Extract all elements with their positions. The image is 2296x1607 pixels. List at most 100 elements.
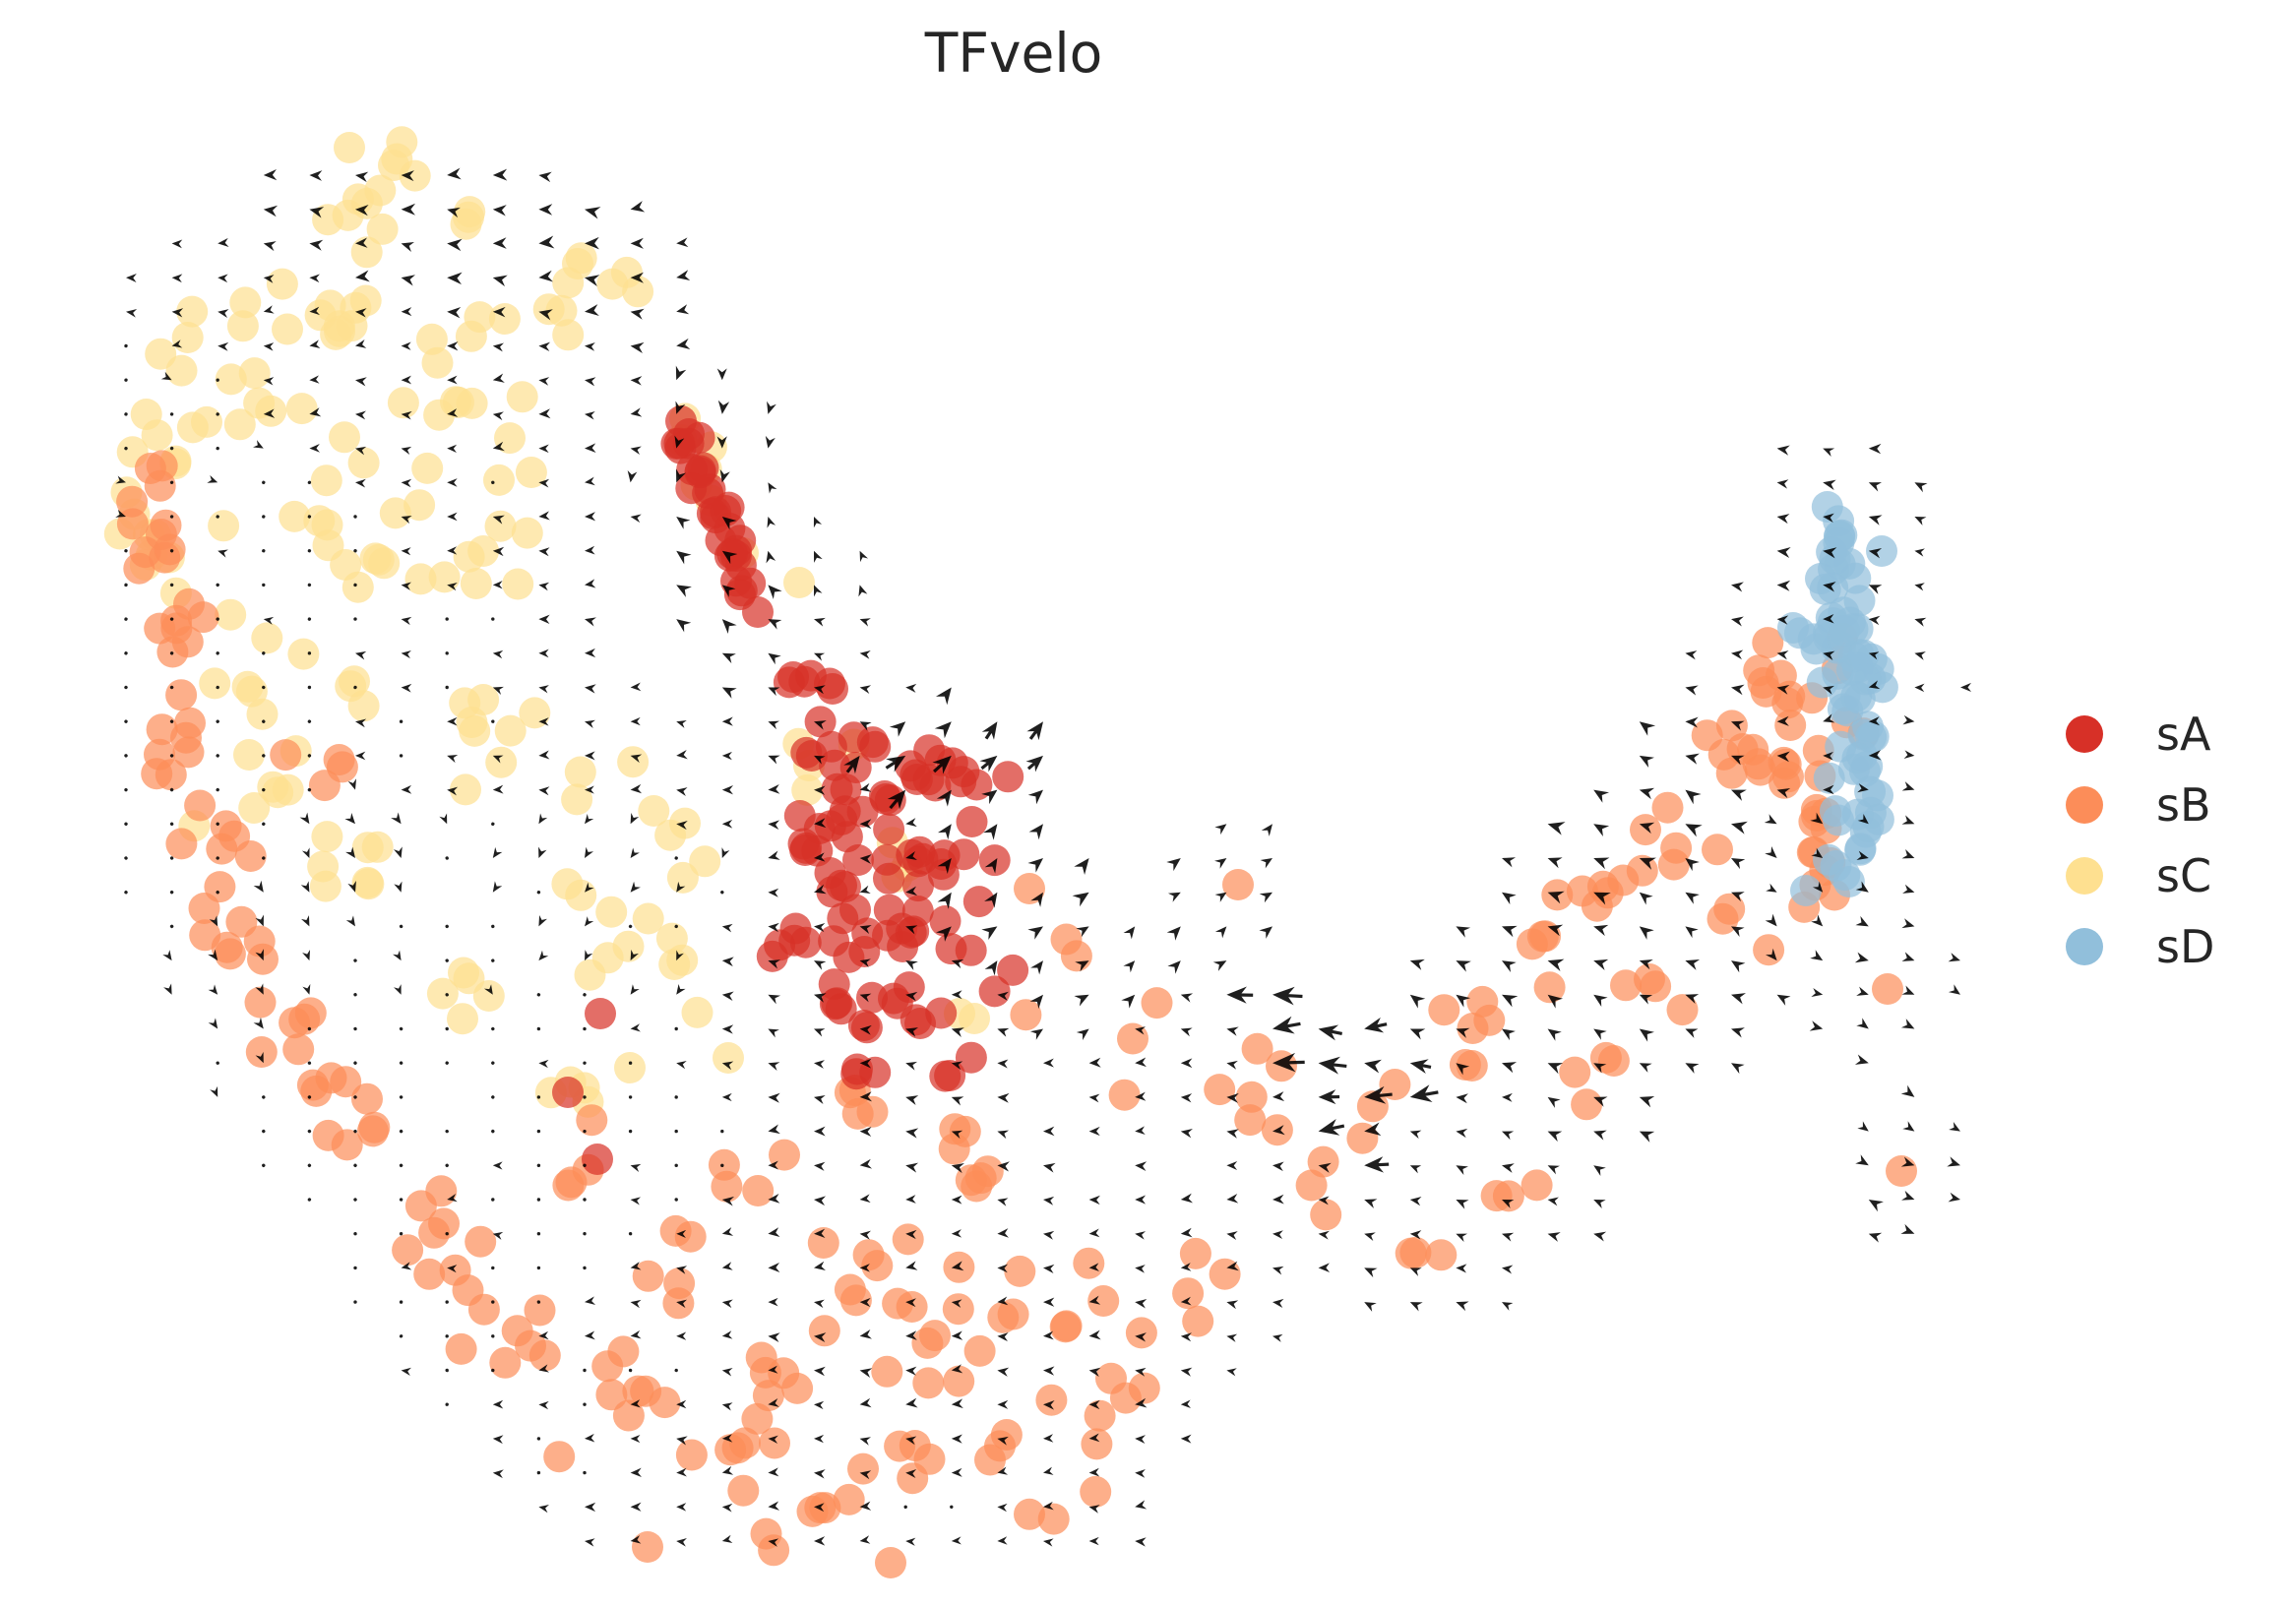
velocity-arrow — [1639, 1028, 1654, 1042]
scatter-point — [309, 870, 341, 902]
velocity-arrow — [1409, 1130, 1422, 1140]
velocity-arrow — [585, 684, 596, 694]
velocity-arrow — [583, 1231, 587, 1236]
velocity-arrow — [216, 822, 219, 826]
velocity-arrow — [1639, 721, 1656, 736]
velocity-arrow — [1902, 884, 1915, 894]
scatter-point — [808, 1315, 840, 1347]
velocity-arrow — [1731, 960, 1746, 973]
velocity-arrow — [905, 1195, 916, 1204]
velocity-arrow — [768, 1227, 780, 1237]
velocity-arrow — [905, 818, 917, 828]
scatter-point — [892, 1223, 924, 1256]
velocity-arrow — [169, 685, 174, 690]
velocity-arrow — [1856, 1018, 1869, 1029]
scatter-point — [1660, 832, 1693, 864]
scatter-point — [576, 1104, 608, 1137]
scatter-point — [649, 1387, 681, 1419]
scatter-point — [243, 387, 276, 419]
velocity-arrow — [445, 1163, 449, 1168]
velocity-arrow — [768, 585, 782, 599]
velocity-arrow — [401, 582, 411, 590]
velocity-arrow — [676, 338, 691, 349]
velocity-arrow — [253, 880, 264, 893]
velocity-arrow — [309, 207, 325, 218]
velocity-arrow — [1043, 1264, 1055, 1274]
velocity-arrow — [585, 846, 594, 858]
velocity-arrow — [1948, 984, 1960, 995]
velocity-arrow — [1914, 517, 1927, 525]
velocity-arrow — [981, 721, 998, 740]
velocity-arrow — [720, 1163, 724, 1168]
velocity-arrow — [585, 648, 596, 658]
velocity-arrow — [887, 789, 906, 810]
velocity-arrow — [1776, 787, 1791, 799]
velocity-arrow — [676, 1467, 687, 1477]
scatter-point — [1640, 970, 1672, 1003]
scatter-point — [368, 547, 401, 580]
velocity-arrow — [721, 1434, 733, 1443]
velocity-arrow — [262, 651, 266, 655]
velocity-arrow — [1088, 1057, 1101, 1068]
velocity-arrow — [997, 1198, 1009, 1206]
velocity-arrow — [1364, 1059, 1382, 1074]
velocity-arrow — [585, 341, 595, 351]
velocity-arrow — [676, 787, 688, 796]
velocity-arrow — [1823, 479, 1836, 491]
velocity-arrow — [1135, 1265, 1146, 1273]
velocity-arrow — [1502, 857, 1517, 868]
velocity-arrow — [1960, 682, 1972, 693]
scatter-point — [875, 1547, 906, 1578]
scatter-point — [1050, 1310, 1083, 1342]
velocity-arrow — [538, 717, 549, 726]
velocity-arrow — [1123, 960, 1136, 973]
velocity-arrow — [447, 582, 458, 591]
velocity-arrow — [630, 341, 645, 353]
scatter-point — [1844, 833, 1877, 865]
velocity-arrow — [1823, 650, 1835, 660]
scatter-point — [861, 1250, 894, 1282]
velocity-arrow — [445, 617, 449, 621]
scatter-point — [336, 310, 368, 342]
velocity-arrow — [1547, 1165, 1560, 1175]
velocity-arrow — [447, 546, 458, 555]
scatter-point — [591, 1350, 624, 1383]
velocity-arrow — [630, 1023, 641, 1032]
velocity-arrow — [1593, 1028, 1607, 1040]
scatter-point — [453, 201, 484, 233]
velocity-arrow — [1456, 1233, 1468, 1242]
scatter-point — [711, 1170, 743, 1203]
velocity-arrow — [1456, 1027, 1470, 1038]
velocity-arrow — [814, 1400, 825, 1410]
velocity-arrow — [583, 993, 587, 997]
velocity-arrow — [353, 685, 357, 690]
velocity-arrow — [399, 1061, 403, 1065]
scatter-point — [833, 1483, 865, 1515]
scatter-point — [339, 665, 370, 698]
velocity-arrow — [1180, 1399, 1191, 1408]
velocity-arrow — [903, 1505, 907, 1510]
velocity-arrow — [1776, 445, 1790, 456]
scatter-point — [460, 568, 492, 599]
velocity-arrow — [1914, 583, 1925, 591]
velocity-arrow — [1364, 1232, 1376, 1242]
velocity-arrow — [905, 683, 917, 693]
velocity-arrow — [951, 1364, 963, 1374]
velocity-arrow — [1776, 684, 1790, 695]
velocity-arrow — [263, 616, 275, 625]
scatter-point — [901, 896, 934, 927]
velocity-arrow — [630, 201, 646, 213]
velocity-arrow — [984, 892, 998, 908]
scatter-point — [1715, 757, 1748, 789]
velocity-arrow — [307, 515, 312, 519]
velocity-arrow — [538, 750, 550, 760]
velocity-arrow — [1180, 993, 1194, 1003]
velocity-arrow — [630, 237, 644, 249]
scatter-point — [595, 1379, 628, 1411]
velocity-arrow — [169, 480, 174, 484]
scatter-point — [790, 736, 823, 769]
scatter-point — [543, 1441, 576, 1473]
velocity-arrow — [585, 1538, 595, 1547]
velocity-arrow — [536, 1300, 541, 1304]
